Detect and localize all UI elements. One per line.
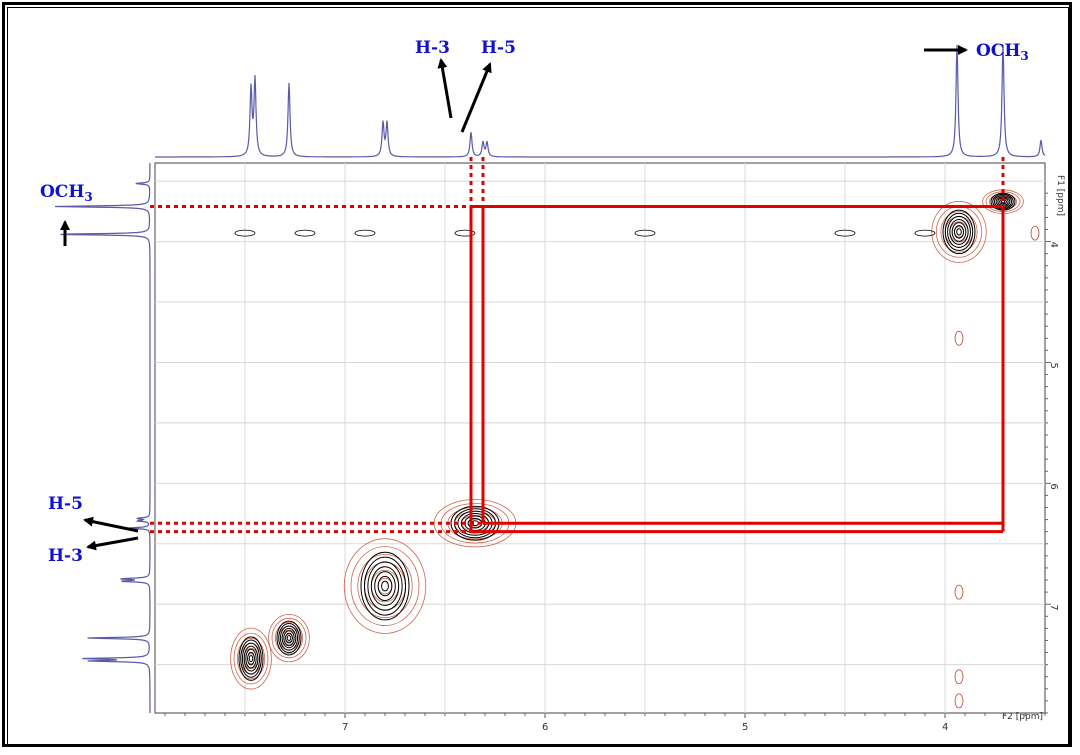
- positive-contour: [278, 623, 300, 654]
- positive-contour: [285, 632, 293, 644]
- noise-contour: [454, 229, 476, 237]
- positive-contour: [363, 556, 407, 616]
- positive-contour: [240, 639, 262, 678]
- och3-top-label: OCH3: [976, 41, 1029, 63]
- negative-contour: [940, 211, 978, 253]
- positive-contour: [238, 636, 264, 681]
- negative-contour: [357, 554, 413, 619]
- x-tick-label: 6: [542, 722, 548, 733]
- positive-contour: [949, 218, 969, 245]
- negative-contour: [268, 613, 310, 663]
- negative-contour: [230, 627, 272, 690]
- noise-contour: [294, 229, 316, 237]
- positive-contour: [286, 635, 292, 641]
- axis-ticks: 7 6 5 4 4 5 6 7: [164, 192, 1059, 733]
- h3-top-arrow: [437, 58, 453, 119]
- positive-contour: [243, 645, 259, 672]
- noise-contour: [954, 693, 964, 709]
- noise-contour: [914, 229, 936, 237]
- positive-contour: [374, 571, 396, 602]
- positive-contour: [953, 225, 965, 239]
- negative-contour: [377, 577, 393, 595]
- positive-contour: [281, 627, 297, 649]
- och3-left-label: OCH3: [40, 182, 93, 204]
- left-1d-spectrum: [54, 163, 151, 713]
- grid-lines: [155, 163, 1045, 713]
- positive-contour: [276, 620, 302, 656]
- noise-contour: [954, 584, 964, 600]
- positive-contour: [241, 642, 261, 675]
- positive-contour: [951, 222, 967, 242]
- negative-contour: [370, 569, 399, 603]
- positive-contour: [944, 212, 974, 252]
- positive-contour: [367, 561, 403, 611]
- positive-contour: [247, 651, 255, 666]
- h5-top-arrow: [460, 62, 492, 133]
- plot-area: [154, 162, 1046, 714]
- h3-top-label: H-3: [415, 38, 450, 58]
- positive-contour: [956, 228, 962, 236]
- h3-left-label: H-3: [48, 546, 83, 566]
- noise-contour: [234, 229, 256, 237]
- negative-contour: [949, 221, 969, 243]
- negative-contour: [236, 637, 265, 680]
- h5-left-arrow: [83, 516, 139, 533]
- negative-contour: [364, 561, 406, 611]
- positive-contour: [942, 209, 976, 255]
- positive-contour: [360, 551, 410, 621]
- noise-contour: [954, 330, 964, 346]
- left-spectrum-trace: [54, 163, 151, 713]
- negative-contour: [233, 632, 269, 685]
- inner-frame: [7, 7, 1069, 746]
- y-axis-label: F1 [ppm]: [1055, 175, 1065, 216]
- noise-contour: [354, 229, 376, 237]
- x-axis-label: F2 [ppm]: [1002, 712, 1043, 722]
- contour-peaks: [230, 189, 1040, 709]
- positive-contour: [245, 648, 257, 669]
- positive-contour: [279, 625, 299, 651]
- h5-left-label: H-5: [48, 494, 83, 514]
- negative-contour: [343, 538, 427, 634]
- correlation-guides: [150, 157, 1005, 534]
- noise-contour: [954, 669, 964, 685]
- x-tick-label: 5: [742, 722, 748, 733]
- positive-contour: [248, 654, 254, 663]
- negative-contour: [274, 621, 303, 655]
- positive-contour: [377, 575, 393, 597]
- h3-left-arrow: [86, 536, 139, 551]
- noise-contour: [834, 229, 856, 237]
- positive-contour: [381, 580, 389, 592]
- negative-contour: [271, 617, 307, 659]
- noise-contour: [1030, 225, 1040, 241]
- positive-contour: [283, 630, 295, 646]
- y-tick-label: 6: [1048, 483, 1059, 489]
- positive-contour: [370, 566, 400, 606]
- negative-contour: [350, 546, 420, 626]
- top-1d-spectrum: [155, 44, 1046, 158]
- x-tick-label: 4: [942, 722, 948, 733]
- y-tick-label: 4: [1048, 242, 1059, 248]
- positive-contour: [947, 215, 971, 248]
- h5-top-label: H-5: [481, 38, 516, 58]
- y-tick-label: 7: [1048, 604, 1059, 610]
- top-spectrum-trace: [155, 44, 1046, 158]
- noise-contour: [634, 229, 656, 237]
- x-tick-label: 7: [342, 722, 348, 733]
- negative-contour: [931, 201, 987, 263]
- y-tick-label: 5: [1048, 362, 1059, 368]
